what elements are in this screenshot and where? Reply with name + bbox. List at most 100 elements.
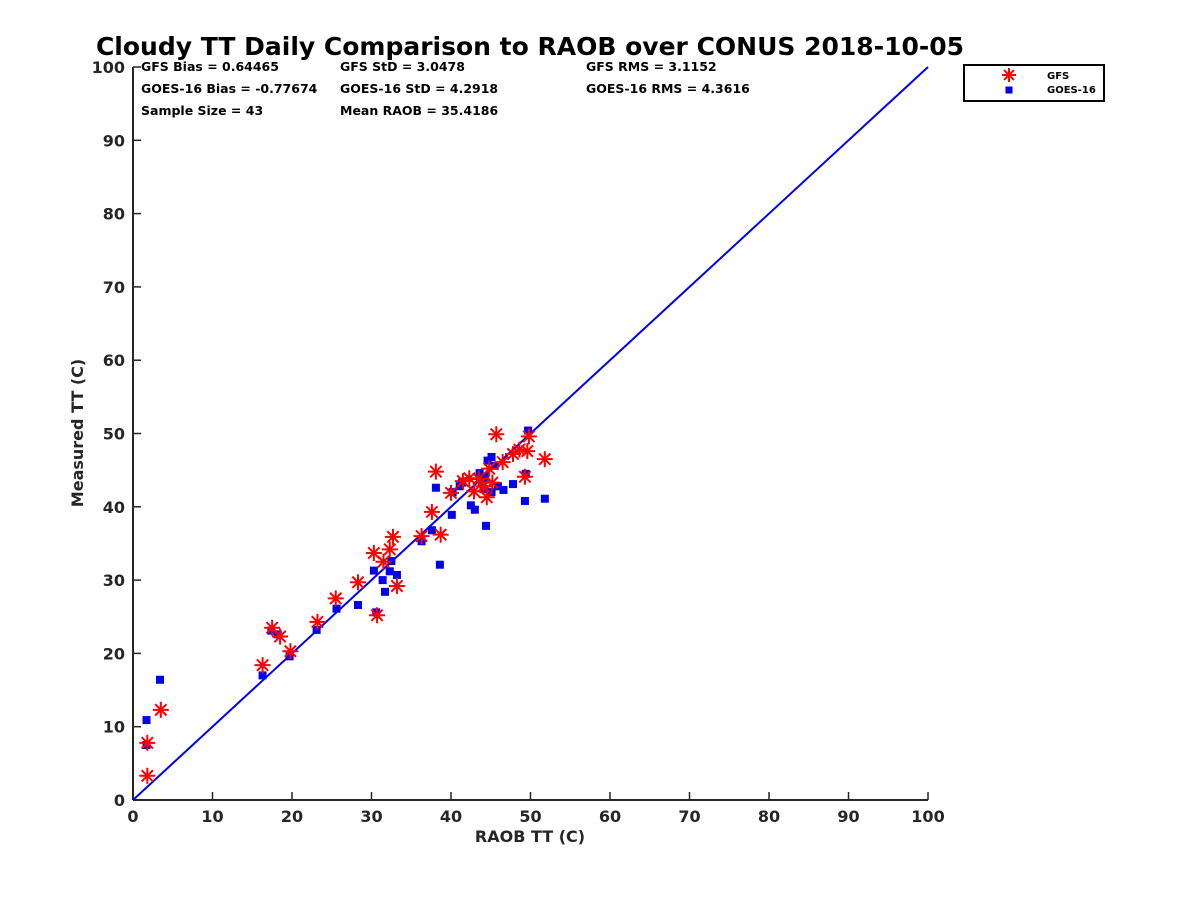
goes-16-point bbox=[378, 576, 387, 585]
goes-16-point bbox=[392, 570, 401, 579]
x-tick-label: 70 bbox=[678, 807, 700, 826]
gfs-point bbox=[516, 468, 533, 485]
stat-sample-size: Sample Size = 43 bbox=[141, 103, 263, 118]
goes-16-point bbox=[258, 671, 267, 680]
legend-goes-16-label: GOES-16 bbox=[1047, 85, 1096, 96]
gfs-point bbox=[375, 553, 392, 570]
gfs-point bbox=[139, 767, 156, 784]
gfs-point bbox=[282, 643, 299, 660]
y-tick-label: 80 bbox=[103, 205, 125, 224]
y-tick-label: 20 bbox=[103, 644, 125, 663]
gfs-point bbox=[478, 489, 495, 506]
gfs-point bbox=[481, 460, 498, 477]
y-tick-label: 70 bbox=[103, 278, 125, 297]
x-tick-label: 60 bbox=[599, 807, 621, 826]
goes-16-point bbox=[435, 560, 444, 569]
x-tick-label: 0 bbox=[127, 807, 138, 826]
y-tick-label: 0 bbox=[114, 791, 125, 810]
gfs-point bbox=[484, 474, 501, 491]
x-tick-label: 90 bbox=[837, 807, 859, 826]
y-tick-label: 90 bbox=[103, 131, 125, 150]
stat-gfs-std: GFS StD = 3.0478 bbox=[340, 59, 465, 74]
gfs-point bbox=[519, 443, 536, 460]
gfs-point bbox=[427, 463, 444, 480]
goes-16-point bbox=[385, 567, 394, 576]
goes-16-point bbox=[490, 461, 499, 470]
x-tick-label: 40 bbox=[440, 807, 462, 826]
stat-goes-bias: GOES-16 Bias = -0.77674 bbox=[141, 81, 318, 96]
y-tick-label: 100 bbox=[92, 58, 125, 77]
goes-16-point bbox=[332, 604, 341, 613]
series-goes-16 bbox=[142, 426, 549, 750]
legend-goes-16-symbol bbox=[1005, 86, 1013, 94]
goes-16-point bbox=[447, 510, 456, 519]
x-tick-label: 10 bbox=[201, 807, 223, 826]
stat-gfs-bias: GFS Bias = 0.64465 bbox=[141, 59, 279, 74]
legend-gfs-symbol bbox=[1002, 68, 1016, 82]
x-tick-label: 80 bbox=[758, 807, 780, 826]
goes-16-point bbox=[481, 472, 490, 481]
legend: GFS GOES-16 bbox=[963, 64, 1105, 102]
gfs-point bbox=[384, 528, 401, 545]
goes-16-point bbox=[431, 483, 440, 492]
gfs-point bbox=[272, 628, 289, 645]
x-tick-label: 50 bbox=[519, 807, 541, 826]
gfs-point bbox=[520, 428, 537, 445]
y-tick-label: 30 bbox=[103, 571, 125, 590]
x-tick-label: 30 bbox=[360, 807, 382, 826]
legend-gfs-label: GFS bbox=[1047, 71, 1069, 82]
series-gfs bbox=[139, 426, 553, 784]
gfs-point bbox=[264, 619, 281, 636]
gfs-point bbox=[369, 607, 386, 624]
gfs-point bbox=[309, 613, 326, 630]
goes-16-point bbox=[481, 521, 490, 530]
stats-block: GFS Bias = 0.64465 GFS StD = 3.0478 GFS … bbox=[141, 59, 750, 118]
goes-16-point bbox=[466, 501, 475, 510]
gfs-point bbox=[423, 503, 440, 520]
stat-goes-std: GOES-16 StD = 4.2918 bbox=[340, 81, 498, 96]
y-axis-ticks: 0 10 20 30 40 50 60 70 80 90 100 bbox=[92, 58, 141, 810]
y-tick-label: 50 bbox=[103, 425, 125, 444]
gfs-point bbox=[139, 734, 156, 751]
legend-goes-16-marker bbox=[1005, 86, 1013, 94]
goes-16-point bbox=[381, 587, 390, 596]
goes-16-point bbox=[312, 625, 321, 634]
goes-16-point bbox=[487, 452, 496, 461]
y-tick-label: 10 bbox=[103, 718, 125, 737]
gfs-point bbox=[432, 526, 449, 543]
x-tick-label: 100 bbox=[911, 807, 944, 826]
goes-16-point bbox=[470, 505, 479, 514]
chart-title: Cloudy TT Daily Comparison to RAOB over … bbox=[96, 32, 964, 61]
x-axis-ticks: 0 10 20 30 40 50 60 70 80 90 100 bbox=[127, 792, 945, 826]
gfs-point bbox=[327, 590, 344, 607]
gfs-point bbox=[349, 574, 366, 591]
y-axis-label: Measured TT (C) bbox=[68, 359, 87, 507]
gfs-point bbox=[443, 484, 459, 501]
stat-mean-raob: Mean RAOB = 35.4186 bbox=[340, 103, 498, 118]
gfs-point bbox=[152, 701, 169, 718]
legend-gfs-marker bbox=[1002, 68, 1016, 82]
x-axis-label: RAOB TT (C) bbox=[475, 827, 585, 846]
gfs-point bbox=[488, 426, 505, 443]
stat-goes-rms: GOES-16 RMS = 4.3616 bbox=[586, 81, 750, 96]
gfs-point bbox=[494, 454, 511, 471]
stat-gfs-rms: GFS RMS = 3.1152 bbox=[586, 59, 717, 74]
y-tick-label: 60 bbox=[103, 351, 125, 370]
gfs-point bbox=[466, 483, 483, 500]
goes-16-point bbox=[540, 494, 549, 503]
goes-16-point bbox=[353, 601, 362, 610]
goes-16-point bbox=[493, 482, 502, 491]
gfs-point bbox=[536, 451, 553, 468]
goes-16-point bbox=[156, 675, 165, 684]
gfs-point bbox=[254, 657, 271, 674]
goes-16-point bbox=[499, 485, 508, 494]
goes-16-point bbox=[142, 716, 151, 725]
x-tick-label: 20 bbox=[281, 807, 303, 826]
gfs-point bbox=[413, 528, 430, 545]
gfs-point bbox=[381, 541, 398, 558]
y-tick-label: 40 bbox=[103, 498, 125, 517]
gfs-point bbox=[388, 577, 405, 594]
goes-16-point bbox=[509, 480, 518, 489]
goes-16-point bbox=[369, 566, 378, 575]
